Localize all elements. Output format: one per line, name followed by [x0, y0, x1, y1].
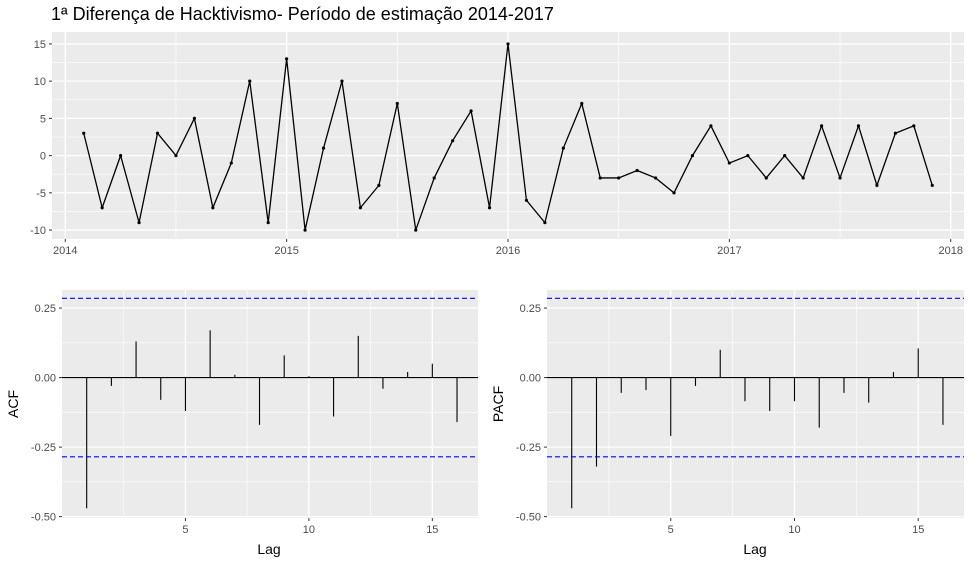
timeseries-point	[856, 124, 861, 128]
acf-x-tick-label: 5	[182, 524, 188, 536]
acf-y-tick-label: 0.25	[35, 303, 56, 315]
timeseries-point	[414, 228, 418, 232]
timeseries-point	[912, 124, 916, 128]
timeseries-point	[561, 146, 565, 150]
timeseries-y-tick-label: 0	[40, 151, 46, 163]
timeseries-point	[82, 131, 86, 135]
timeseries-point	[451, 139, 455, 143]
acf-plot-background	[62, 290, 478, 518]
timeseries-point	[155, 131, 160, 135]
timeseries-point	[930, 183, 934, 187]
timeseries-point	[543, 221, 547, 225]
acf-x-tick-label: 10	[303, 524, 315, 536]
acf-x-tick-label: 15	[426, 524, 438, 536]
timeseries-x-tick-label: 2016	[496, 245, 520, 257]
acf-panel: 5 10 15 -0.50 -0.25 0.00 0.25 Lag ACF	[5, 290, 478, 557]
timeseries-point	[764, 176, 768, 180]
timeseries-point	[598, 176, 602, 180]
timeseries-point	[321, 146, 326, 150]
timeseries-point	[524, 198, 529, 202]
timeseries-y-tick-label: -10	[30, 225, 46, 237]
timeseries-point	[248, 79, 252, 83]
timeseries-point	[358, 206, 363, 210]
timeseries-point	[174, 154, 178, 158]
timeseries-point	[727, 161, 731, 165]
timeseries-point	[469, 109, 473, 113]
timeseries-y-tick-label: 15	[34, 39, 46, 51]
timeseries-point	[506, 42, 510, 46]
pacf-y-tick-label: -0.50	[516, 512, 541, 524]
timeseries-point	[377, 183, 381, 187]
timeseries-point	[746, 154, 750, 158]
timeseries-point	[137, 221, 141, 225]
pacf-x-axis-label: Lag	[743, 541, 766, 557]
timeseries-point	[395, 101, 399, 106]
timeseries-point	[783, 154, 787, 158]
chart-title: 1ª Diferença de Hacktivismo- Período de …	[51, 4, 554, 24]
pacf-y-tick-label: 0.00	[520, 373, 541, 385]
acf-y-tick-label: -0.25	[31, 442, 56, 454]
timeseries-point	[192, 116, 197, 120]
timeseries-point	[838, 176, 842, 180]
timeseries-point	[266, 221, 270, 225]
timeseries-point	[617, 176, 621, 180]
timeseries-point	[635, 168, 639, 173]
timeseries-point	[690, 154, 695, 158]
timeseries-x-tick-label: 2017	[717, 245, 741, 257]
timeseries-point	[211, 206, 215, 210]
timeseries-point	[709, 124, 713, 128]
acf-y-axis-label: ACF	[5, 390, 21, 418]
timeseries-point	[487, 206, 492, 210]
timeseries-point	[340, 79, 344, 83]
acf-y-tick-label: -0.50	[31, 512, 56, 524]
timeseries-point	[893, 131, 897, 135]
timeseries-panel: 2014 2015 2016 2017 2018 -10 -5 0 5 10 15	[30, 32, 964, 257]
timeseries-point	[819, 124, 824, 128]
timeseries-point	[229, 161, 233, 165]
acf-x-axis-label: Lag	[257, 541, 280, 557]
pacf-y-tick-label: -0.25	[516, 442, 541, 454]
pacf-plot-background	[547, 290, 964, 518]
timeseries-point	[100, 206, 104, 210]
timeseries-point	[653, 176, 658, 180]
pacf-x-tick-label: 15	[912, 524, 924, 536]
timeseries-x-tick-label: 2015	[274, 245, 298, 257]
timeseries-y-tick-label: 10	[34, 76, 46, 88]
timeseries-x-tick-label: 2018	[938, 245, 962, 257]
timeseries-y-tick-label: 5	[40, 113, 46, 125]
timeseries-x-tick-label: 2014	[53, 245, 77, 257]
timeseries-point	[285, 57, 289, 61]
timeseries-point	[303, 228, 307, 232]
acf-y-tick-label: 0.00	[35, 373, 56, 385]
timeseries-point	[580, 101, 584, 106]
pacf-y-tick-label: 0.25	[520, 303, 541, 315]
timeseries-point	[875, 183, 879, 187]
timeseries-point	[672, 191, 676, 195]
timeseries-y-tick-label: -5	[36, 188, 46, 200]
pacf-x-tick-label: 5	[668, 524, 674, 536]
timeseries-point	[432, 176, 436, 180]
pacf-x-tick-label: 10	[788, 524, 800, 536]
pacf-y-axis-label: PACF	[490, 386, 506, 422]
timeseries-point	[119, 154, 123, 158]
timeseries-point	[801, 176, 805, 180]
pacf-panel: 5 10 15 -0.50 -0.25 0.00 0.25 Lag PACF	[490, 290, 964, 557]
